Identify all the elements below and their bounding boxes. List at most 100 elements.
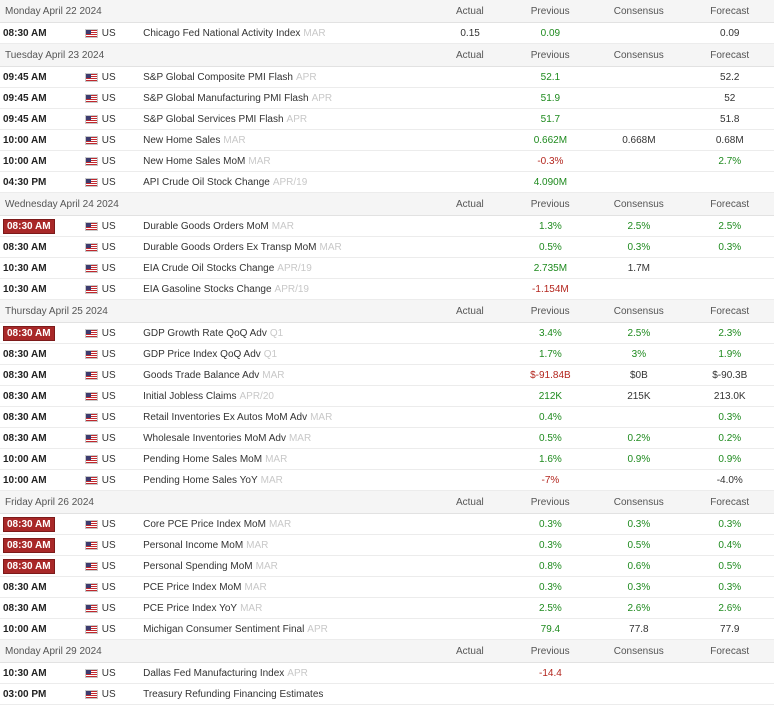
event-cell[interactable]: S&P Global Composite PMI Flash APR (143, 72, 432, 83)
event-name-link[interactable]: New Home Sales (143, 134, 221, 146)
event-row[interactable]: 10:30 AM US EIA Crude Oil Stocks Change APR… (0, 258, 774, 279)
event-cell[interactable]: EIA Crude Oil Stocks Change APR/19 (143, 263, 432, 274)
event-name-link[interactable]: S&P Global Manufacturing PMI Flash (143, 92, 309, 104)
event-cell[interactable]: EIA Gasoline Stocks Change APR/19 (143, 284, 432, 295)
event-name-link[interactable]: Dallas Fed Manufacturing Index (143, 667, 285, 679)
event-row[interactable]: 10:00 AM US New Home Sales MoM MAR -0.3% 2.7% (0, 151, 774, 172)
time-label: 03:00 PM (3, 688, 47, 700)
event-row[interactable]: 08:30 AM US Durable Goods Orders MoM MAR 1.3… (0, 216, 774, 237)
forecast-value: 0.5% (718, 560, 742, 572)
event-cell[interactable]: API Crude Oil Stock Change APR/19 (143, 177, 432, 188)
event-row[interactable]: 08:30 AM US PCE Price Index YoY MAR 2.5% 2.6%… (0, 598, 774, 619)
event-name-link[interactable]: API Crude Oil Stock Change (143, 176, 270, 188)
event-row[interactable]: 08:30 AM US Retail Inventories Ex Autos Mo… (0, 407, 774, 428)
event-cell[interactable]: Durable Goods Orders MoM MAR (143, 221, 432, 232)
event-row[interactable]: 10:00 AM US New Home Sales MAR 0.662M 0.668M 0… (0, 130, 774, 151)
time-label: 10:00 AM (3, 474, 47, 486)
event-cell[interactable]: S&P Global Manufacturing PMI Flash APR (143, 93, 432, 104)
event-name-link[interactable]: GDP Price Index QoQ Adv (143, 348, 261, 360)
country-code: US (101, 453, 116, 465)
event-name-link[interactable]: Michigan Consumer Sentiment Final (143, 623, 305, 635)
event-name-link[interactable]: S&P Global Services PMI Flash (143, 113, 284, 125)
event-cell[interactable]: Durable Goods Orders Ex Transp MoM MAR (143, 242, 432, 253)
event-cell[interactable]: Personal Spending MoM MAR (143, 561, 432, 572)
event-name-link[interactable]: Durable Goods Orders Ex Transp MoM (143, 241, 317, 253)
event-name-link[interactable]: Personal Spending MoM (143, 560, 253, 572)
event-cell[interactable]: Personal Income MoM MAR (143, 540, 432, 551)
event-row[interactable]: 10:30 AM US Dallas Fed Manufacturing Index… (0, 663, 774, 684)
event-name-link[interactable]: Goods Trade Balance Adv (143, 369, 260, 381)
previous-value: 0.3% (539, 581, 562, 593)
previous-value: 3.4% (539, 327, 562, 339)
event-time: 08:30 AM (0, 349, 85, 360)
event-name-link[interactable]: Initial Jobless Claims (143, 390, 237, 402)
event-row[interactable]: 08:30 AM US Wholesale Inventories MoM Adv M… (0, 428, 774, 449)
event-name-link[interactable]: PCE Price Index YoY (143, 602, 238, 614)
forecast-value: 0.3% (718, 581, 742, 593)
event-name-link[interactable]: Chicago Fed National Activity Index (143, 27, 301, 39)
event-cell[interactable]: S&P Global Services PMI Flash APR (143, 114, 432, 125)
event-row[interactable]: 08:30 AM US Goods Trade Balance Adv MAR $-91… (0, 365, 774, 386)
event-row[interactable]: 03:00 PM US Treasury Refunding Financing E… (0, 684, 774, 705)
time-label: 10:00 AM (3, 134, 47, 146)
us-flag-icon (84, 349, 98, 359)
event-row[interactable]: 10:00 AM US Pending Home Sales MoM MAR 1.6% 0… (0, 449, 774, 470)
event-name-link[interactable]: EIA Crude Oil Stocks Change (143, 262, 275, 274)
event-row[interactable]: 10:00 AM US Michigan Consumer Sentiment Fi… (0, 619, 774, 640)
event-name-link[interactable]: S&P Global Composite PMI Flash (143, 71, 293, 83)
event-cell[interactable]: PCE Price Index YoY MAR (143, 603, 432, 614)
event-row[interactable]: 10:30 AM US EIA Gasoline Stocks Change APR/… (0, 279, 774, 300)
event-name-link[interactable]: New Home Sales MoM (143, 155, 246, 167)
event-row[interactable]: 08:30 AM US GDP Growth Rate QoQ Adv Q1 3.4% 2… (0, 323, 774, 344)
event-row[interactable]: 09:45 AM US S&P Global Manufacturing PMI F… (0, 88, 774, 109)
event-name-link[interactable]: Personal Income MoM (143, 539, 244, 551)
event-cell[interactable]: Goods Trade Balance Adv MAR (143, 370, 432, 381)
event-row[interactable]: 09:45 AM US S&P Global Services PMI Flash A… (0, 109, 774, 130)
event-name-link[interactable]: Durable Goods Orders MoM (143, 220, 269, 232)
event-name-link[interactable]: EIA Gasoline Stocks Change (143, 283, 272, 295)
time-label: 10:00 AM (3, 623, 47, 635)
flag-cell (84, 689, 98, 699)
previous-value: 2.5% (539, 602, 562, 614)
event-name-link[interactable]: Wholesale Inventories MoM Adv (143, 432, 286, 444)
event-cell[interactable]: PCE Price Index MoM MAR (143, 582, 432, 593)
day-date: Wednesday April 24 2024 (5, 198, 119, 210)
event-cell[interactable]: New Home Sales MoM MAR (143, 156, 432, 167)
event-cell[interactable]: Pending Home Sales MoM MAR (143, 454, 432, 465)
event-row[interactable]: 08:30 AM US Initial Jobless Claims APR/20 21… (0, 386, 774, 407)
event-row[interactable]: 08:30 AM US Core PCE Price Index MoM MAR 0.3… (0, 514, 774, 535)
event-name-link[interactable]: Pending Home Sales YoY (143, 474, 258, 486)
event-cell[interactable]: Chicago Fed National Activity Index MAR (143, 28, 432, 39)
event-name-link[interactable]: Retail Inventories Ex Autos MoM Adv (143, 411, 308, 423)
event-cell[interactable]: Retail Inventories Ex Autos MoM Adv MAR (143, 412, 432, 423)
event-row[interactable]: 08:30 AM US Personal Spending MoM MAR 0.8% 0.… (0, 556, 774, 577)
event-cell[interactable]: New Home Sales MAR (143, 135, 432, 146)
event-row[interactable]: 09:45 AM US S&P Global Composite PMI Flash… (0, 67, 774, 88)
event-name-link[interactable]: Treasury Refunding Financing Estimates (143, 688, 324, 700)
country-code: US (101, 92, 116, 104)
previous-value: 0.3% (539, 539, 562, 551)
event-cell[interactable]: Dallas Fed Manufacturing Index APR (143, 668, 432, 679)
event-row[interactable]: 08:30 AM US Chicago Fed National Activity … (0, 23, 774, 44)
event-cell[interactable]: Treasury Refunding Financing Estimates (143, 689, 432, 700)
event-cell[interactable]: Initial Jobless Claims APR/20 (143, 391, 432, 402)
forecast-value: 2.7% (718, 155, 742, 167)
event-row[interactable]: 10:00 AM US Pending Home Sales YoY MAR -7% -4… (0, 470, 774, 491)
event-cell[interactable]: Pending Home Sales YoY MAR (143, 475, 432, 486)
us-flag-icon (84, 156, 98, 166)
event-cell[interactable]: Michigan Consumer Sentiment Final APR (143, 624, 432, 635)
event-name-link[interactable]: PCE Price Index MoM (143, 581, 242, 593)
event-name-link[interactable]: Core PCE Price Index MoM (143, 518, 266, 530)
event-name-link[interactable]: Pending Home Sales MoM (143, 453, 263, 465)
event-cell[interactable]: Wholesale Inventories MoM Adv MAR (143, 433, 432, 444)
event-row[interactable]: 08:30 AM US GDP Price Index QoQ Adv Q1 1.7% 3… (0, 344, 774, 365)
event-cell[interactable]: Core PCE Price Index MoM MAR (143, 519, 432, 530)
event-cell[interactable]: GDP Growth Rate QoQ Adv Q1 (143, 328, 432, 339)
event-row[interactable]: 08:30 AM US PCE Price Index MoM MAR 0.3% 0.3%… (0, 577, 774, 598)
event-row[interactable]: 04:30 PM US API Crude Oil Stock Change APR/… (0, 172, 774, 193)
event-row[interactable]: 08:30 AM US Durable Goods Orders Ex Transp… (0, 237, 774, 258)
event-row[interactable]: 08:30 AM US Personal Income MoM MAR 0.3% 0.5%… (0, 535, 774, 556)
flag-cell (84, 135, 98, 145)
event-name-link[interactable]: GDP Growth Rate QoQ Adv (143, 327, 267, 339)
event-cell[interactable]: GDP Price Index QoQ Adv Q1 (143, 349, 432, 360)
